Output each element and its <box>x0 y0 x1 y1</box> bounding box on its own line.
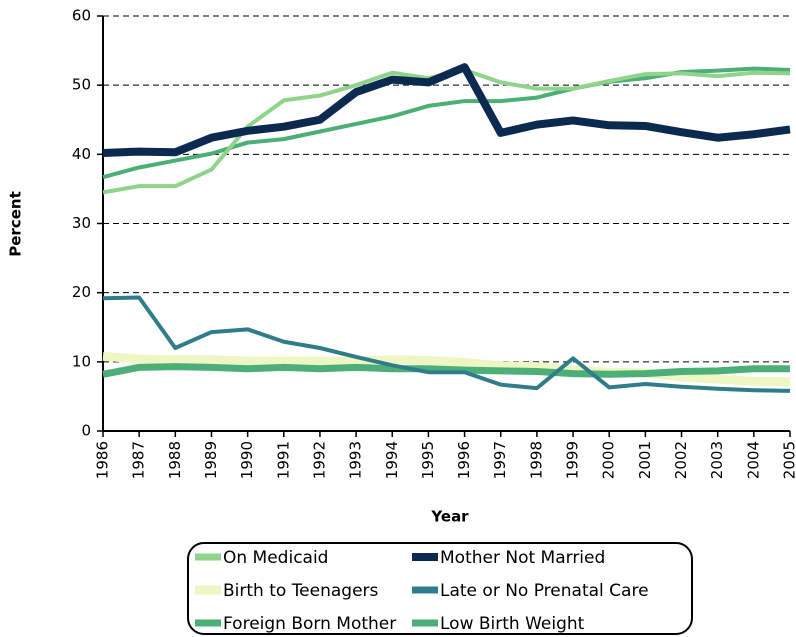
legend-label: Foreign Born Mother <box>223 614 396 634</box>
legend-label: Mother Not Married <box>440 548 605 568</box>
x-tick-label: 1986 <box>94 441 112 479</box>
x-tick-label: 2003 <box>708 441 726 479</box>
y-tick-label: 50 <box>72 76 91 94</box>
legend-label: Late or No Prenatal Care <box>440 581 649 601</box>
series-line <box>102 351 791 387</box>
y-tick-label: 10 <box>72 352 91 370</box>
x-tick-label: 1993 <box>347 441 365 479</box>
x-tick-label: 2000 <box>600 441 618 479</box>
y-tick-label: 20 <box>72 283 91 301</box>
x-tick-label: 1991 <box>274 441 292 479</box>
y-tick-label: 40 <box>72 145 91 163</box>
series-line <box>102 63 791 157</box>
x-tick-label: 1989 <box>202 441 220 479</box>
x-tick-label: 2004 <box>744 441 762 479</box>
y-axis-title: Percent <box>7 191 25 256</box>
legend-label: Low Birth Weight <box>440 614 585 634</box>
y-tick-label: 30 <box>72 214 91 232</box>
legend-box <box>187 542 693 635</box>
legend-label: On Medicaid <box>223 548 328 568</box>
x-tick-label: 1994 <box>383 441 401 479</box>
y-tick-label: 60 <box>72 7 91 25</box>
x-tick-label: 1998 <box>527 441 545 479</box>
x-tick-label: 2001 <box>636 441 654 479</box>
x-tick-label: 1999 <box>564 441 582 479</box>
x-tick-label: 1987 <box>130 441 148 479</box>
y-tick-label: 0 <box>81 422 91 440</box>
x-tick-label: 2002 <box>672 441 690 479</box>
x-tick-label: 2005 <box>781 441 796 479</box>
x-axis-title: Year <box>430 508 469 526</box>
legend-label: Birth to Teenagers <box>223 581 379 601</box>
x-tick-label: 1996 <box>455 441 473 479</box>
series-line <box>102 363 790 378</box>
x-tick-label: 1992 <box>310 441 328 479</box>
series-line <box>102 295 791 393</box>
x-tick-label: 1995 <box>419 441 437 479</box>
x-tick-label: 1997 <box>491 441 509 479</box>
x-tick-label: 1990 <box>238 441 256 479</box>
x-tick-label: 1988 <box>166 441 184 479</box>
